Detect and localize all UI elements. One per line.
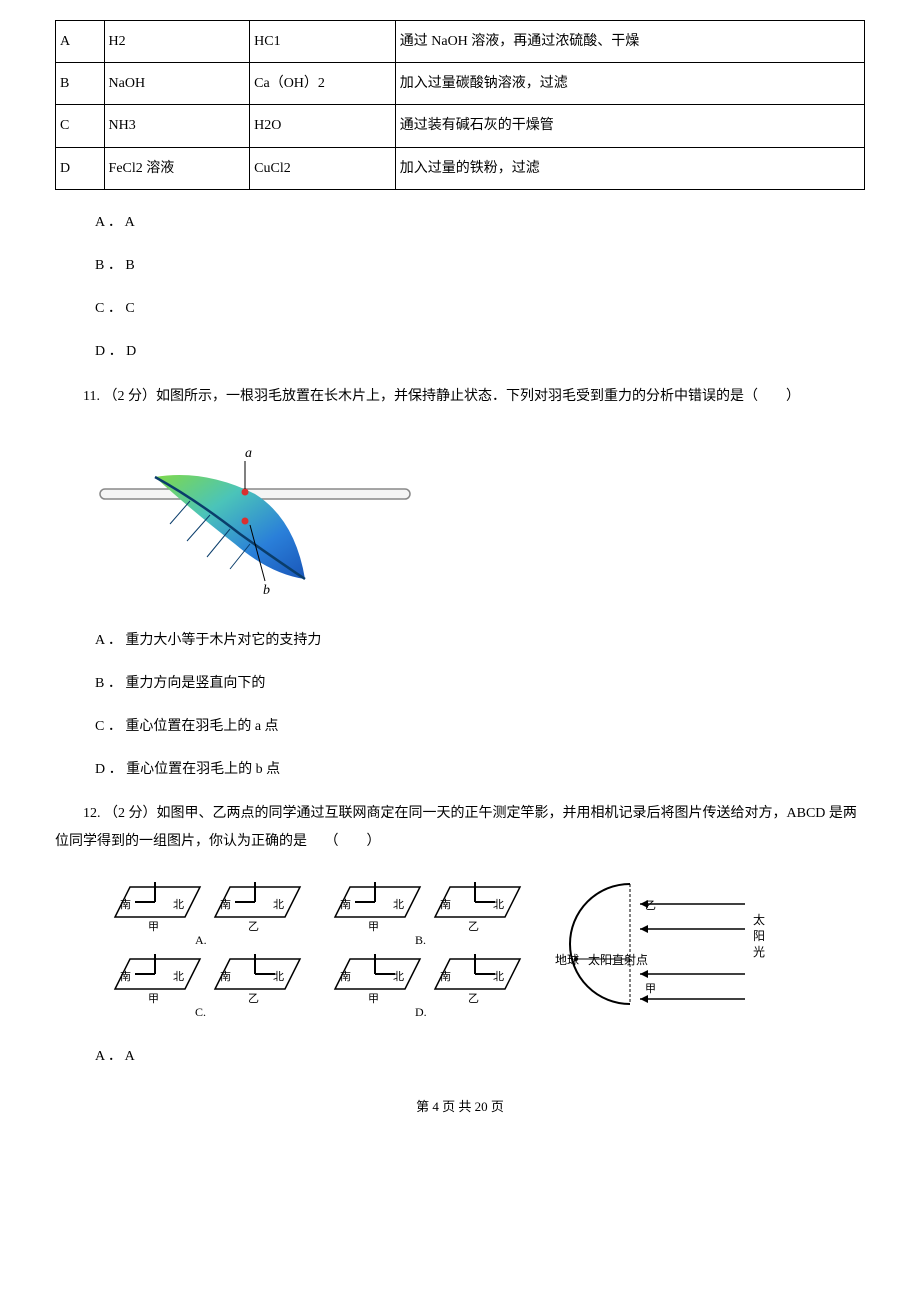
option-b: B ． 重力方向是竖直向下的: [95, 671, 865, 696]
cell: Ca（OH）2: [250, 63, 396, 105]
cell: 加入过量的铁粉，过滤: [395, 147, 864, 189]
svg-text:北: 北: [493, 970, 504, 983]
label-a: a: [245, 446, 252, 461]
svg-text:A.: A.: [195, 933, 207, 947]
svg-text:北: 北: [173, 970, 184, 983]
svg-text:南: 南: [120, 898, 131, 911]
svg-text:乙: 乙: [248, 992, 259, 1005]
svg-text:光: 光: [753, 945, 765, 959]
option-d: D ． D: [95, 339, 865, 364]
svg-text:甲: 甲: [368, 921, 379, 933]
option-b: B ． B: [95, 253, 865, 278]
svg-text:D.: D.: [415, 1005, 427, 1019]
feather-figure: a b: [95, 429, 865, 608]
svg-text:乙: 乙: [248, 920, 259, 933]
cell: 加入过量碳酸钠溶液，过滤: [395, 63, 864, 105]
cell: 通过 NaOH 溶液，再通过浓硫酸、干燥: [395, 21, 864, 63]
option-a: A ． A: [95, 210, 865, 235]
cell: A: [56, 21, 105, 63]
svg-text:北: 北: [273, 970, 284, 983]
svg-text:南: 南: [220, 970, 231, 983]
cell: D: [56, 147, 105, 189]
svg-text:南: 南: [440, 970, 451, 983]
q10-options: A ． A B ． B C ． C D ． D: [95, 210, 865, 365]
shadows-figure: 南 北 甲 南 北 乙 A. 南 北 甲 南 北 乙: [95, 874, 865, 1024]
label-b: b: [263, 583, 270, 598]
page-footer: 第 4 页 共 20 页: [55, 1095, 865, 1118]
svg-text:北: 北: [393, 970, 404, 983]
svg-text:乙: 乙: [468, 920, 479, 933]
cell: NH3: [104, 105, 250, 147]
purification-table: A H2 HC1 通过 NaOH 溶液，再通过浓硫酸、干燥 B NaOH Ca（…: [55, 20, 865, 190]
q12-text: 12. （2 分）如图甲、乙两点的同学通过互联网商定在同一天的正午测定竿影，并用…: [55, 800, 865, 856]
table-row: A H2 HC1 通过 NaOH 溶液，再通过浓硫酸、干燥: [56, 21, 865, 63]
svg-text:甲: 甲: [645, 983, 656, 995]
svg-text:北: 北: [493, 898, 504, 911]
option-d: D ． 重心位置在羽毛上的 b 点: [95, 757, 865, 782]
svg-text:甲: 甲: [368, 993, 379, 1005]
svg-text:阳: 阳: [753, 929, 765, 943]
cell: FeCl2 溶液: [104, 147, 250, 189]
svg-text:C.: C.: [195, 1005, 206, 1019]
svg-text:南: 南: [340, 970, 351, 983]
option-c: C ． 重心位置在羽毛上的 a 点: [95, 714, 865, 739]
table-row: B NaOH Ca（OH）2 加入过量碳酸钠溶液，过滤: [56, 63, 865, 105]
svg-text:甲: 甲: [148, 921, 159, 933]
svg-text:南: 南: [340, 898, 351, 911]
cell: 通过装有碱石灰的干燥管: [395, 105, 864, 147]
svg-text:北: 北: [273, 898, 284, 911]
svg-text:乙: 乙: [468, 992, 479, 1005]
svg-text:南: 南: [440, 898, 451, 911]
svg-text:北: 北: [393, 898, 404, 911]
cell: C: [56, 105, 105, 147]
cell: B: [56, 63, 105, 105]
cell: CuCl2: [250, 147, 396, 189]
cell: H2: [104, 21, 250, 63]
cell: HC1: [250, 21, 396, 63]
svg-text:南: 南: [220, 898, 231, 911]
svg-text:南: 南: [120, 970, 131, 983]
option-a: A ． A: [95, 1044, 865, 1069]
svg-text:甲: 甲: [148, 993, 159, 1005]
svg-text:B.: B.: [415, 933, 426, 947]
table-row: C NH3 H2O 通过装有碱石灰的干燥管: [56, 105, 865, 147]
q12-options: A ． A: [95, 1044, 865, 1069]
cell: NaOH: [104, 63, 250, 105]
svg-text:北: 北: [173, 898, 184, 911]
table-row: D FeCl2 溶液 CuCl2 加入过量的铁粉，过滤: [56, 147, 865, 189]
option-c: C ． C: [95, 296, 865, 321]
q11-options: A ． 重力大小等于木片对它的支持力 B ． 重力方向是竖直向下的 C ． 重心…: [95, 628, 865, 783]
q11-text: 11. （2 分）如图所示，一根羽毛放置在长木片上，并保持静止状态．下列对羽毛受…: [55, 383, 865, 411]
svg-text:乙: 乙: [645, 899, 656, 912]
option-a: A ． 重力大小等于木片对它的支持力: [95, 628, 865, 653]
svg-text:太: 太: [753, 912, 765, 927]
cell: H2O: [250, 105, 396, 147]
